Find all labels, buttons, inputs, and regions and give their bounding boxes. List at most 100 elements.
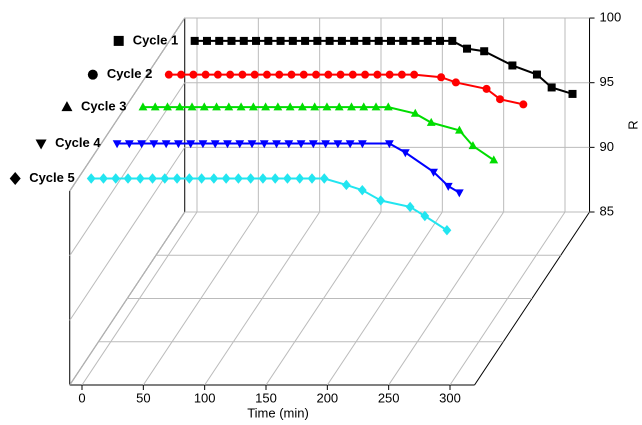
marker [496,95,505,104]
x-tick-label: 300 [439,390,461,405]
marker [224,102,234,111]
marker [124,140,134,149]
y-tick-label: 95 [600,74,614,89]
marker [175,102,185,111]
marker [148,173,157,184]
marker [236,102,246,111]
marker [258,173,268,184]
marker [301,36,310,45]
marker [313,36,322,45]
marker [209,173,219,184]
grid-line [69,82,186,256]
grid-line [69,211,186,386]
x-tick-label: 150 [255,390,277,405]
marker [324,70,333,79]
marker [383,102,393,111]
grid-line [388,211,505,386]
marker [248,102,258,111]
marker [443,182,453,191]
marker [149,140,159,149]
marker [310,102,320,111]
marker [99,173,108,184]
marker [312,70,321,79]
marker [186,140,196,149]
marker [252,36,261,45]
marker [429,168,438,177]
marker [374,36,383,45]
marker [397,70,406,79]
marker [202,36,211,45]
marker [308,140,318,149]
legend-marker [113,35,124,46]
marker [442,225,452,236]
marker [161,140,171,149]
marker [261,102,271,111]
marker [489,155,499,164]
series-line [142,106,495,161]
marker [463,44,472,53]
marker [321,140,331,149]
marker [215,36,224,45]
marker [436,36,445,45]
marker [201,70,210,79]
marker [532,70,541,79]
legend-label: Cycle 2 [107,66,153,81]
grid-line [81,211,198,386]
marker [451,78,460,87]
marker [448,36,457,45]
marker [238,70,247,79]
marker [210,140,220,149]
marker [482,84,491,93]
marker [187,102,197,111]
marker [275,70,284,79]
marker [437,73,446,82]
marker [341,179,351,191]
grid-line [449,211,566,386]
marker [426,117,436,126]
marker [285,102,295,111]
marker [298,102,307,111]
marker [361,70,370,79]
y-tick-label: 100 [600,9,622,24]
marker [287,70,296,79]
marker [288,36,297,45]
marker [273,102,283,111]
marker [190,36,199,45]
grid-line [69,17,186,192]
marker [468,141,478,150]
marker [177,70,186,79]
marker [163,102,172,111]
marker [405,201,415,213]
marker [226,70,235,79]
marker [373,70,382,79]
marker [247,140,257,149]
marker [284,140,294,149]
marker [283,173,292,184]
marker [137,140,147,149]
marker [345,140,355,149]
marker [325,36,334,45]
marker [295,173,305,184]
marker [262,70,271,79]
legend-label: Cycle 1 [133,32,179,47]
marker [410,70,419,79]
marker [376,195,386,206]
legend-marker [87,69,98,80]
marker [227,36,236,45]
marker [184,173,194,184]
plot: Cycle 1 Cycle 2 Cycle 3 Cycle 4 Cycle 5 [9,32,577,236]
marker [299,70,308,79]
marker [371,102,381,111]
marker [223,140,232,149]
series-line [168,73,524,106]
series-line [194,39,573,95]
marker [138,102,148,111]
marker [86,173,96,184]
marker [264,36,273,45]
y-axis-title: R [625,120,640,129]
marker [135,173,145,184]
marker [235,140,245,149]
marker [334,102,344,111]
legend-marker [61,101,73,112]
